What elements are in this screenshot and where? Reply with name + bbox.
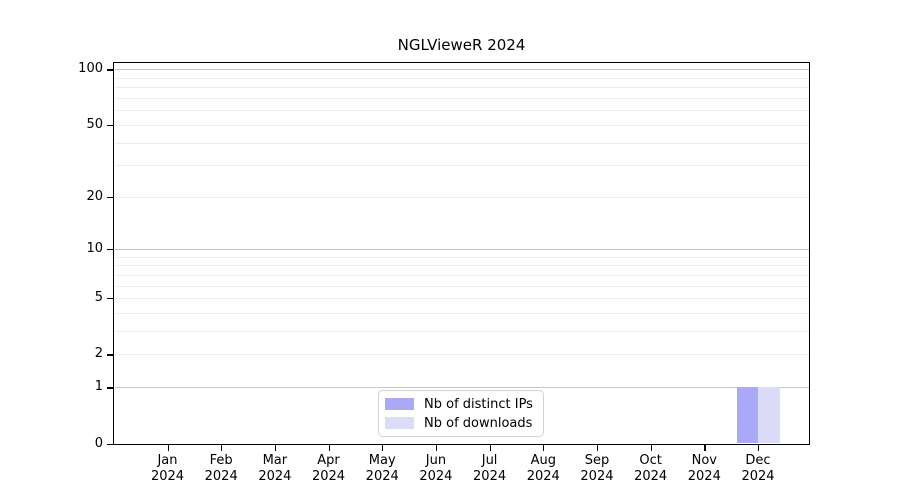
gridline-minor — [114, 98, 809, 100]
x-axis-tick — [650, 444, 652, 451]
y-axis-tick — [107, 443, 113, 445]
gridline-minor — [114, 77, 809, 79]
x-axis-tick — [167, 444, 169, 451]
x-axis-tick — [435, 444, 438, 451]
y-axis-tick-label: 0 — [94, 435, 103, 451]
x-axis-tick — [543, 444, 545, 451]
y-axis-tick-label: 2 — [94, 346, 103, 362]
x-axis-tick-label: Oct 2024 — [634, 452, 668, 484]
gridline-minor — [114, 87, 809, 89]
y-axis-tick-label: 10 — [86, 241, 103, 257]
x-axis-tick-label: May 2024 — [365, 452, 399, 484]
gridline-minor — [114, 331, 809, 333]
gridline-minor — [114, 265, 809, 267]
y-axis-tick — [107, 387, 113, 389]
y-axis-tick-label: 100 — [78, 61, 103, 77]
gridline-major — [114, 69, 809, 71]
legend-item-distinct-ips: Nb of distinct IPs — [385, 397, 537, 412]
x-axis-tick — [489, 444, 491, 451]
x-axis-tick-label: Feb 2024 — [204, 452, 238, 484]
x-axis-tick — [328, 444, 330, 451]
bar-distinct-ips — [736, 387, 758, 444]
x-axis-tick-label: Aug 2024 — [526, 452, 560, 484]
legend-label-distinct-ips: Nb of distinct IPs — [424, 396, 533, 412]
x-axis-tick — [704, 444, 706, 451]
x-axis-tick — [274, 444, 277, 451]
x-axis-tick — [758, 444, 760, 451]
x-axis-tick-label: Mar 2024 — [258, 452, 292, 484]
chart-title: NGLVieweR 2024 — [397, 36, 526, 54]
y-axis-tick — [107, 249, 113, 251]
gridline-minor — [114, 110, 809, 112]
y-axis-tick-label: 20 — [86, 188, 103, 204]
gridline-minor — [114, 313, 809, 315]
x-axis-tick-label: Jun 2024 — [419, 452, 453, 484]
y-axis-tick — [107, 354, 113, 356]
gridline-minor — [114, 196, 809, 198]
gridline-minor — [114, 165, 809, 167]
gridline-minor — [114, 354, 809, 356]
x-axis-tick-label: Dec 2024 — [741, 452, 775, 484]
x-axis-tick-label: Jan 2024 — [150, 452, 185, 484]
y-axis-tick — [107, 124, 113, 127]
gridline-minor — [114, 124, 809, 126]
gridline-minor — [114, 142, 809, 144]
y-axis-tick — [107, 69, 113, 71]
legend-label-downloads: Nb of downloads — [424, 415, 533, 431]
bar-downloads — [758, 387, 780, 444]
x-axis-tick — [382, 444, 384, 451]
gridline-minor — [114, 285, 809, 287]
gridline-minor — [114, 274, 809, 276]
gridline-major — [114, 387, 809, 389]
legend: Nb of distinct IPs Nb of downloads — [378, 390, 544, 437]
x-axis-tick — [221, 444, 223, 451]
gridline-major — [114, 249, 809, 251]
y-axis-tick-label: 5 — [94, 290, 103, 306]
y-axis-tick — [107, 196, 113, 198]
x-axis-tick-label: Jul 2024 — [473, 452, 507, 484]
x-axis-tick-label: Apr 2024 — [311, 452, 346, 484]
legend-swatch-distinct-ips — [385, 398, 414, 410]
y-axis-tick — [107, 298, 113, 300]
x-axis-tick-label: Nov 2024 — [687, 452, 721, 484]
y-axis-tick-label: 50 — [86, 116, 103, 132]
y-axis-tick-label: 1 — [94, 379, 103, 395]
gridline-minor — [114, 256, 809, 258]
legend-item-downloads: Nb of downloads — [385, 416, 537, 431]
gridline-minor — [114, 298, 809, 300]
x-axis-tick — [596, 444, 599, 451]
x-axis-tick-label: Sep 2024 — [580, 452, 614, 484]
legend-swatch-downloads — [385, 417, 414, 429]
